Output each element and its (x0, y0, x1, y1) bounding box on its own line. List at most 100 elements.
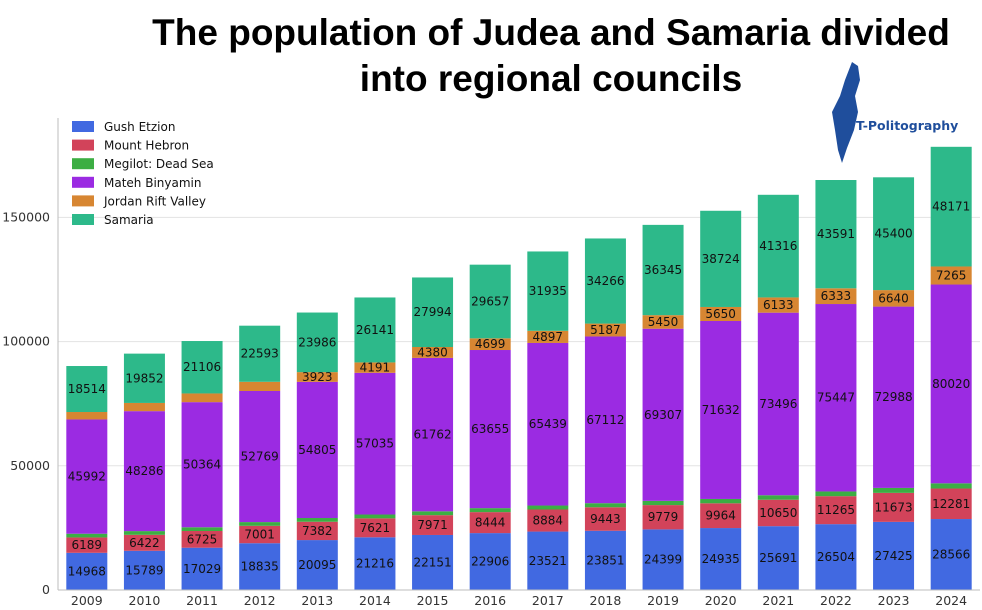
data-label: 7621 (360, 521, 391, 535)
x-tick-label: 2018 (590, 593, 622, 608)
x-tick-label: 2014 (359, 593, 391, 608)
bar-segment (757, 526, 799, 590)
bar-segment (815, 288, 857, 305)
bar-segment (66, 412, 108, 420)
map-logo-icon (832, 62, 860, 163)
legend-swatch (72, 195, 94, 207)
bar-segment (296, 521, 338, 541)
data-label: 80020 (932, 377, 970, 391)
bar-segment (930, 519, 972, 590)
bar-segment (584, 503, 626, 508)
bar-segment (239, 325, 281, 382)
bar-segment (469, 338, 511, 351)
x-tick-label: 2023 (878, 593, 910, 608)
bar-segment (757, 297, 799, 313)
data-label: 71632 (702, 403, 740, 417)
legend-label: Gush Etzion (104, 120, 175, 134)
data-label: 9443 (590, 512, 621, 526)
data-label: 7971 (417, 518, 448, 532)
data-label: 10650 (759, 506, 797, 520)
x-tick-label: 2016 (474, 593, 506, 608)
data-label: 48171 (932, 200, 970, 214)
data-label: 43591 (817, 227, 855, 241)
bar-segment (642, 500, 684, 506)
brand-logo: T-Politography (832, 62, 958, 163)
legend-label: Jordan Rift Valley (103, 194, 206, 208)
bar-segment (584, 336, 626, 504)
bar-segment (700, 321, 742, 499)
data-label: 7265 (936, 269, 967, 283)
data-label: 6422 (129, 536, 160, 550)
data-label: 24399 (644, 553, 682, 567)
bar-segment (873, 306, 915, 488)
data-label: 6189 (72, 538, 103, 552)
data-label: 6333 (821, 289, 852, 303)
data-label: 5187 (590, 323, 621, 337)
data-label: 31935 (529, 284, 567, 298)
data-label: 5650 (705, 307, 736, 321)
bar-segment (412, 357, 454, 512)
data-label: 34266 (586, 274, 624, 288)
legend-swatch (72, 121, 94, 132)
x-tick-label: 2020 (705, 593, 737, 608)
data-label: 4380 (417, 345, 448, 359)
y-tick-label: 150000 (2, 209, 50, 224)
data-label: 6640 (878, 291, 909, 305)
bar-segment (584, 238, 626, 324)
bar-segment (527, 505, 569, 510)
legend: Gush Etzion Mount Hebron Megilot: Dead Sea… (72, 120, 214, 227)
data-label: 26504 (817, 550, 855, 564)
x-tick-label: 2017 (532, 593, 564, 608)
bar-segment (469, 533, 511, 590)
bar-segment (815, 524, 857, 590)
bar-segment (412, 515, 454, 535)
data-label: 4191 (360, 361, 391, 375)
data-label: 22151 (413, 555, 451, 569)
bar-segment (123, 402, 165, 412)
bar-segment (527, 251, 569, 331)
bar-segment (469, 508, 511, 513)
chart-title: The population of Judea and Samaria divi… (152, 12, 950, 99)
bar-segment (412, 277, 454, 348)
bar-segment (700, 306, 742, 322)
bar-segment (815, 304, 857, 492)
bar-segment (757, 495, 799, 500)
x-tick-label: 2021 (762, 593, 794, 608)
data-label: 11673 (874, 500, 912, 514)
legend-swatch (72, 139, 94, 151)
bar-segment (239, 543, 281, 590)
bar-segment (700, 210, 742, 307)
bar-segment (296, 518, 338, 522)
bar-segment (815, 491, 857, 497)
bar-segment (123, 531, 165, 535)
data-label: 8444 (475, 516, 506, 530)
bar-segment (584, 530, 626, 590)
bar-segment (873, 290, 915, 307)
bar-segment (527, 531, 569, 590)
data-label: 69307 (644, 408, 682, 422)
data-label: 26141 (356, 323, 394, 337)
bar-segment (354, 537, 396, 590)
data-label: 21106 (183, 360, 221, 374)
bar-segment (700, 498, 742, 504)
data-label: 24935 (702, 552, 740, 566)
bar-segment (930, 266, 972, 285)
data-label: 75447 (817, 391, 855, 405)
bar-segment (296, 381, 338, 519)
data-label: 9779 (648, 510, 679, 524)
data-label: 14968 (68, 564, 106, 578)
bar-segment (930, 284, 972, 484)
data-label: 72988 (874, 390, 912, 404)
bar-segment (469, 350, 511, 509)
data-label: 45992 (68, 470, 106, 484)
bar-segment (181, 341, 223, 394)
bar-segment (642, 224, 684, 316)
data-label: 36345 (644, 263, 682, 277)
bar-segment (873, 521, 915, 590)
data-label: 25691 (759, 551, 797, 565)
data-label: 18835 (241, 560, 279, 574)
y-tick-label: 0 (42, 582, 50, 597)
bar-segment (181, 547, 223, 590)
data-label: 4897 (533, 330, 564, 344)
